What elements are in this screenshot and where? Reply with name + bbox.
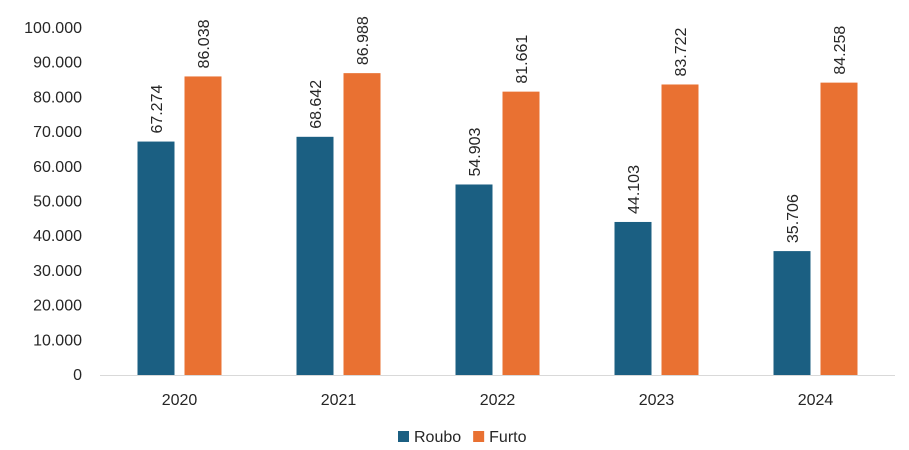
y-tick-label: 30.000	[33, 263, 82, 280]
y-tick-label: 60.000	[33, 159, 82, 176]
data-label-furto-2021: 86.988	[355, 16, 372, 65]
legend-swatch-roubo	[398, 431, 409, 442]
y-tick-label: 100.000	[24, 20, 82, 37]
y-tick-label: 0	[73, 367, 82, 384]
y-tick-label: 40.000	[33, 228, 82, 245]
x-tick-label: 2022	[480, 392, 516, 409]
bar-furto-2024	[820, 82, 858, 375]
legend-label-furto: Furto	[489, 429, 526, 446]
bar-roubo-2021	[296, 136, 334, 375]
y-tick-label: 10.000	[33, 332, 82, 349]
bar-roubo-2022	[455, 184, 493, 375]
y-axis: 0 10.000 20.000 30.000 40.000 50.000 60.000 70.…	[24, 20, 82, 384]
data-label-roubo-2020: 67.274	[149, 85, 166, 134]
bar-roubo-2023	[614, 221, 652, 375]
bar-furto-2022	[502, 91, 540, 376]
bar-furto-2020	[184, 76, 222, 375]
data-label-furto-2024: 84.258	[832, 26, 849, 75]
x-axis: 2020 2021 2022 2023 2024	[162, 392, 834, 409]
data-label-furto-2022: 81.661	[514, 35, 531, 84]
legend-label-roubo: Roubo	[414, 429, 461, 446]
data-labels: 67.274 86.038 68.642 86.988 54.903 81.661 44.1…	[149, 16, 849, 243]
x-tick-label: 2021	[321, 392, 357, 409]
x-tick-label: 2024	[798, 392, 834, 409]
x-tick-label: 2023	[639, 392, 675, 409]
bar-roubo-2020	[137, 141, 175, 375]
legend: Roubo Furto	[398, 429, 527, 446]
data-label-roubo-2023: 44.103	[626, 165, 643, 214]
bar-roubo-2024	[773, 251, 811, 375]
y-tick-label: 70.000	[33, 124, 82, 141]
y-tick-label: 50.000	[33, 194, 82, 211]
data-label-roubo-2022: 54.903	[467, 127, 484, 176]
data-label-roubo-2024: 35.706	[785, 194, 802, 243]
legend-swatch-furto	[473, 431, 485, 442]
x-tick-label: 2020	[162, 392, 198, 409]
data-label-furto-2023: 83.722	[673, 27, 690, 76]
bar-furto-2021	[343, 73, 381, 375]
y-tick-label: 80.000	[33, 89, 82, 106]
bar-furto-2023	[661, 84, 699, 376]
data-label-furto-2020: 86.038	[196, 19, 213, 68]
y-tick-label: 20.000	[33, 298, 82, 315]
y-tick-label: 90.000	[33, 55, 82, 72]
bars	[137, 73, 858, 376]
data-label-roubo-2021: 68.642	[308, 80, 325, 129]
